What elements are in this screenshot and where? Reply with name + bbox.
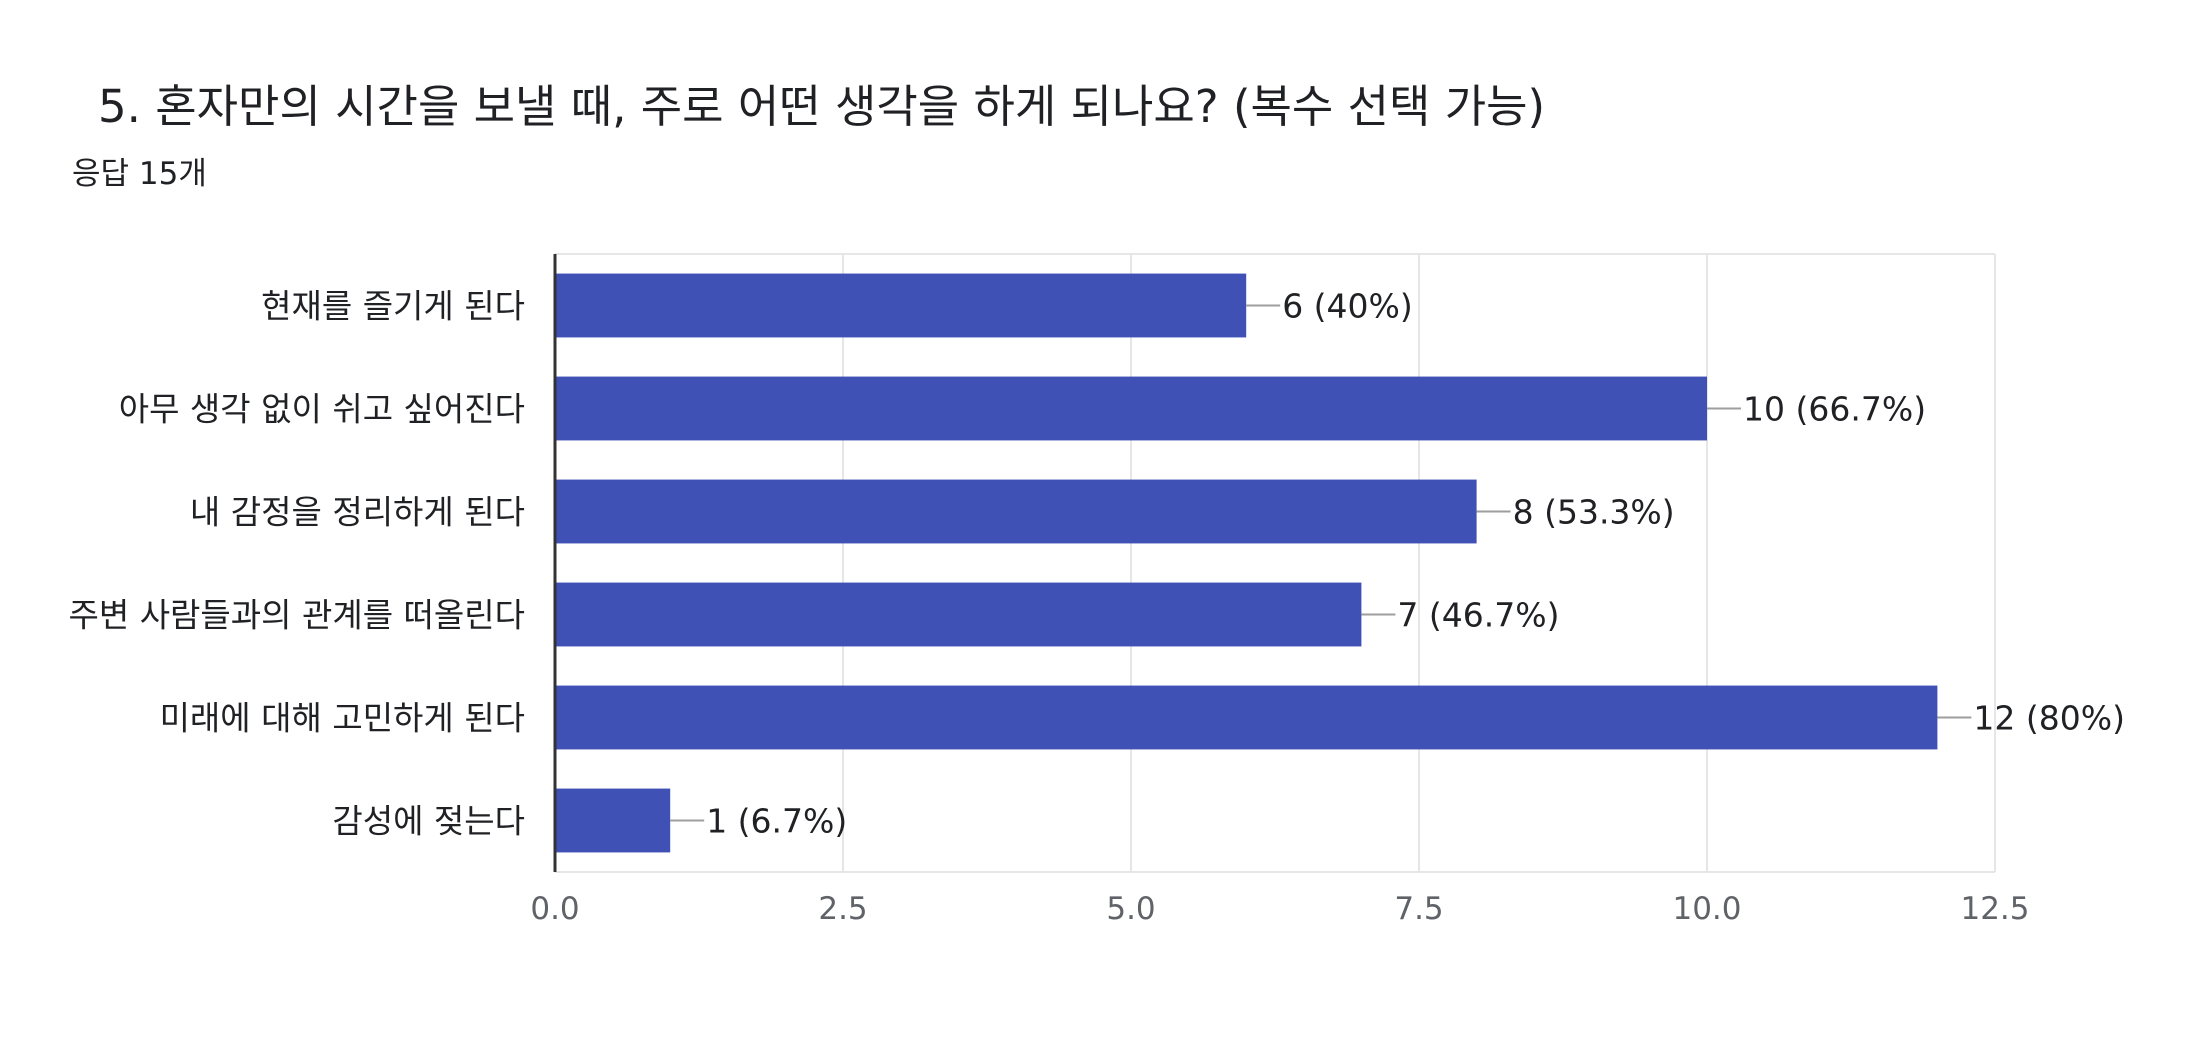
data-label: 8 (53.3%): [1513, 493, 1675, 532]
x-tick-label: 10.0: [1672, 891, 1741, 927]
category-label: 주변 사람들과의 관계를 떠올린다: [68, 596, 525, 635]
x-tick-label: 7.5: [1394, 891, 1443, 927]
bar: [555, 685, 1938, 750]
data-label: 7 (46.7%): [1397, 596, 1559, 635]
category-label: 현재를 즐기게 된다: [261, 287, 525, 326]
x-tick-label: 12.5: [1960, 891, 2029, 927]
grid-lines: [555, 253, 1996, 873]
bar: [555, 273, 1247, 338]
x-tick-label: 2.5: [818, 891, 867, 927]
data-label: 1 (6.7%): [706, 802, 847, 841]
bar: [555, 788, 671, 853]
category-label: 미래에 대해 고민하게 된다: [160, 699, 525, 738]
x-tick-label: 0.0: [530, 891, 579, 927]
x-tick-label: 5.0: [1106, 891, 1155, 927]
question-title: 5. 혼자만의 시간을 보낼 때, 주로 어떤 생각을 하게 되나요? (복수 …: [98, 80, 1546, 133]
labels: 0.0 2.5 5.0 7.5 10.0 12.5 6 (40%) 현재를 즐기게 된다 10 …: [68, 287, 2124, 928]
category-label: 내 감정을 정리하게 된다: [190, 493, 525, 532]
bar: [555, 376, 1707, 441]
category-label: 아무 생각 없이 쉬고 싶어진다: [119, 390, 525, 429]
bar: [555, 479, 1477, 544]
bar: [555, 582, 1362, 647]
category-label: 감성에 젖는다: [332, 802, 525, 841]
data-label: 6 (40%): [1282, 287, 1413, 326]
response-count: 응답 15개: [72, 156, 207, 192]
data-label: 12 (80%): [1973, 699, 2125, 738]
bars: [555, 273, 1938, 853]
data-label: 10 (66.7%): [1743, 390, 1926, 429]
